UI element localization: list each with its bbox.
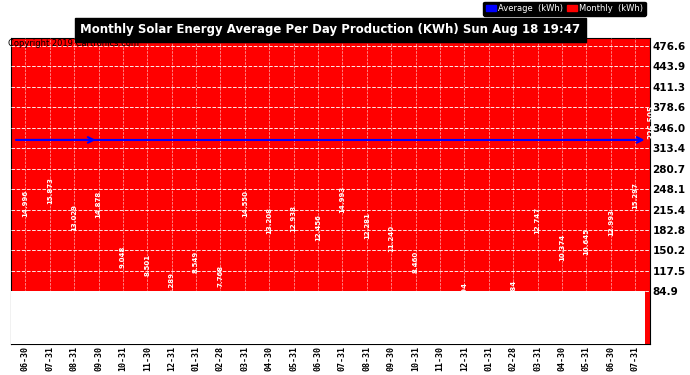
Bar [88,65,109,345]
Legend: Average  (kWh), Monthly  (kWh): Average (kWh), Monthly (kWh) [483,2,646,16]
Bar [357,106,377,345]
Bar [576,138,597,345]
Bar [39,36,60,345]
Bar [284,93,304,345]
Text: 14.878: 14.878 [95,191,101,218]
Text: 10.645: 10.645 [583,228,589,255]
Text: 13.208: 13.208 [266,207,273,234]
Text: 14.996: 14.996 [22,190,28,217]
Bar [551,150,573,345]
Text: 15.297: 15.297 [632,183,638,209]
Text: 12.747: 12.747 [535,207,540,234]
Text: 8.549: 8.549 [193,251,199,273]
Bar [161,222,182,345]
Text: 5.294: 5.294 [462,282,467,304]
Text: 2.986: 2.986 [486,304,492,327]
Bar [381,133,402,345]
Text: 8.501: 8.501 [144,254,150,276]
Text: 14.550: 14.550 [242,190,248,217]
Text: 326.505: 326.505 [3,105,13,139]
Bar [600,100,621,345]
Title: Monthly Solar Energy Average Per Day Production (KWh) Sun Aug 18 19:47: Monthly Solar Energy Average Per Day Pro… [80,23,580,36]
Bar [454,242,475,345]
Text: 12.993: 12.993 [608,209,614,236]
Text: 8.460: 8.460 [413,251,419,273]
Bar [430,257,451,345]
Bar [503,238,524,345]
Text: 4.637: 4.637 [437,290,443,312]
Text: 12.456: 12.456 [315,214,321,241]
Bar [11,291,645,345]
Bar [308,110,328,345]
Bar [405,180,426,345]
Bar [186,178,206,345]
Bar [210,208,231,345]
Bar [15,63,36,345]
Text: 10.374: 10.374 [559,233,565,261]
Bar [332,53,353,345]
Bar [625,47,646,345]
Text: Copyright 2019 Cartronics.com: Copyright 2019 Cartronics.com [8,39,139,48]
Text: 12.281: 12.281 [364,212,370,238]
Text: 12.938: 12.938 [290,206,297,232]
Text: 6.289: 6.289 [168,272,175,294]
Bar [63,92,84,345]
Bar [235,62,255,345]
Bar [112,169,133,345]
Text: 15.873: 15.873 [47,177,52,204]
Bar [478,286,499,345]
Bar [527,97,548,345]
Text: 7.768: 7.768 [217,265,224,287]
Text: 9.048: 9.048 [120,245,126,268]
Text: 11.240: 11.240 [388,225,394,252]
Text: 14.993: 14.993 [339,185,346,213]
Text: 6.084: 6.084 [510,280,516,302]
Bar [259,96,279,345]
Text: 13.029: 13.029 [71,204,77,231]
Text: 326.505: 326.505 [648,105,657,139]
Bar [137,185,158,345]
